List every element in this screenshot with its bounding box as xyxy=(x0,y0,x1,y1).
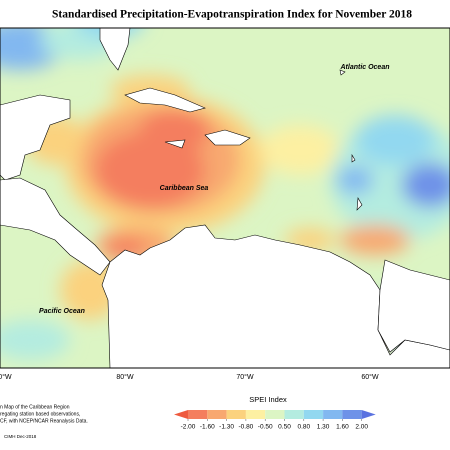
legend-tick-label: 2.00 xyxy=(355,424,368,431)
legend-tick-label: -1.60 xyxy=(200,424,215,431)
legend-swatch xyxy=(207,410,227,419)
atlantic-label: Atlantic Ocean xyxy=(339,64,389,71)
longitude-label: 70°W xyxy=(236,373,254,381)
legend-swatch xyxy=(323,410,343,419)
pacific-label: Pacific Ocean xyxy=(39,308,85,315)
legend-swatch xyxy=(226,410,246,419)
caribbean-label: Caribbean Sea xyxy=(160,185,209,192)
legend-swatch xyxy=(284,410,304,419)
map-frame xyxy=(0,27,450,369)
credit: CIMH Dec-2018 xyxy=(4,434,37,439)
legend-tick-label: 1.30 xyxy=(317,424,330,431)
legend-end-high xyxy=(361,410,376,419)
legend-swatch xyxy=(245,410,266,419)
legend-end-low xyxy=(174,410,188,419)
notes: n Map of the Caribbean Region regating s… xyxy=(0,404,88,439)
legend-tick-label: -0.50 xyxy=(258,424,273,431)
legend-swatch xyxy=(303,410,324,419)
note-line: CF, with NCEP/NCAR Reanalysis Data. xyxy=(0,418,88,424)
map-title: Standardised Precipitation-Evapotranspir… xyxy=(52,9,412,21)
legend-tick-label: -2.00 xyxy=(181,424,196,431)
longitude-label: 90°W xyxy=(0,373,12,381)
legend-title: SPEI Index xyxy=(249,395,287,404)
legend-tick-label: -1.30 xyxy=(219,424,234,431)
legend: -2.00 -1.60 -1.30 -0.80 -0.50 0.50 0.80 1.30 1.6… xyxy=(174,410,376,431)
land xyxy=(0,28,450,368)
note-line: n Map of the Caribbean Region xyxy=(0,404,70,410)
note-line: regating station based observations, xyxy=(0,411,80,417)
legend-swatch xyxy=(265,410,285,419)
legend-tick-label: -0.80 xyxy=(238,424,253,431)
legend-tick-label: 0.80 xyxy=(297,424,310,431)
legend-tick-label: 0.50 xyxy=(278,424,291,431)
legend-swatch xyxy=(342,410,362,419)
longitude-label: 60°W xyxy=(361,373,379,381)
spei-field xyxy=(0,28,450,360)
legend-tick-label: 1.60 xyxy=(336,424,349,431)
map-area: Atlantic Ocean Caribbean Sea Pacific Oce… xyxy=(0,28,450,368)
longitude-labels: 90°W 80°W 70°W 60°W xyxy=(0,373,379,381)
legend-swatch xyxy=(188,410,208,419)
longitude-label: 80°W xyxy=(116,373,134,381)
